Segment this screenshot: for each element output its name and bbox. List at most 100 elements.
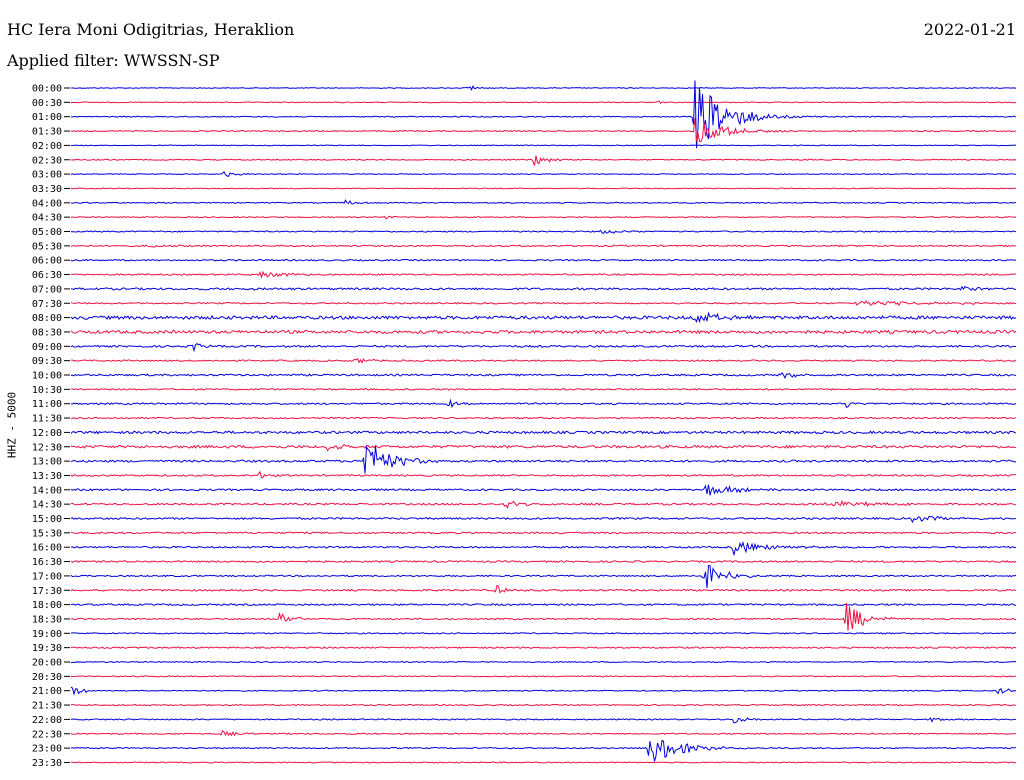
row-time-label: 00:00: [32, 84, 62, 95]
row-time-label: 23:00: [32, 744, 62, 755]
row-time-label: 21:00: [32, 686, 62, 697]
seismic-trace: [70, 215, 1017, 220]
seismic-trace: [70, 603, 1017, 607]
row-time-label: 22:00: [32, 715, 62, 726]
seismic-trace: [70, 584, 1017, 594]
seismic-trace: [70, 416, 1017, 420]
row-time-label: 18:00: [32, 600, 62, 611]
seismic-trace: [70, 443, 1017, 452]
row-time-label: 17:00: [32, 571, 62, 582]
seismic-trace: [70, 632, 1017, 635]
date-label: 2022-01-21: [923, 20, 1016, 39]
row-time-label: 01:00: [32, 112, 62, 123]
seismic-trace: [70, 603, 1017, 631]
seismic-trace: [70, 229, 1017, 235]
row-time-label: 17:30: [32, 586, 62, 597]
row-time-label: 13:00: [32, 457, 62, 468]
seismic-trace: [70, 703, 1017, 707]
row-time-label: 05:30: [32, 241, 62, 252]
row-time-label: 18:30: [32, 614, 62, 625]
filter-label: Applied filter: WWSSN-SP: [7, 51, 220, 70]
row-time-label: 06:30: [32, 270, 62, 281]
row-time-label: 05:00: [32, 227, 62, 238]
row-time-label: 14:30: [32, 500, 62, 511]
seismic-trace: [70, 329, 1017, 335]
seismic-trace: [70, 144, 1017, 147]
row-time-label: 02:00: [32, 141, 62, 152]
seismic-trace: [70, 398, 1017, 409]
row-time-label: 04:00: [32, 198, 62, 209]
seismic-trace: [70, 499, 1017, 509]
row-time-label: 00:30: [32, 98, 62, 109]
row-time-label: 20:00: [32, 658, 62, 669]
seismic-trace: [70, 311, 1017, 324]
seismic-trace: [71, 660, 1017, 664]
row-time-label: 19:30: [32, 643, 62, 654]
seismic-trace: [70, 372, 1017, 380]
seismic-trace: [70, 716, 1017, 724]
row-time-label: 02:30: [32, 155, 62, 166]
row-time-label: 15:00: [32, 514, 62, 525]
row-time-label: 14:00: [32, 485, 62, 496]
seismic-trace: [70, 199, 1017, 205]
station-title: HC Iera Moni Odigitrias, Heraklion: [7, 20, 295, 39]
seismic-trace: [70, 388, 1017, 391]
seismic-trace: [70, 675, 1017, 678]
seismic-trace: [70, 560, 1017, 564]
seismic-trace: [70, 300, 1017, 307]
row-time-label: 21:30: [32, 701, 62, 712]
row-time-label: 03:00: [32, 170, 62, 181]
row-time-label: 11:00: [32, 399, 62, 410]
seismic-trace: [70, 80, 1017, 149]
seismic-trace: [70, 515, 1017, 524]
seismic-trace: [70, 270, 1017, 279]
row-time-label: 19:00: [32, 629, 62, 640]
seismic-trace: [70, 730, 1017, 737]
row-time-label: 15:30: [32, 528, 62, 539]
row-time-label: 12:00: [32, 428, 62, 439]
seismic-trace: [70, 761, 1017, 764]
seismic-trace: [70, 470, 1016, 479]
row-time-label: 16:00: [32, 543, 62, 554]
seismic-trace: [70, 85, 1017, 91]
row-time-label: 11:30: [32, 414, 62, 425]
seismic-trace: [70, 686, 1017, 696]
seismic-trace: [70, 565, 1017, 589]
row-time-label: 07:00: [32, 284, 62, 295]
row-time-label: 09:00: [32, 342, 62, 353]
row-time-label: 06:00: [32, 256, 62, 267]
seismic-trace: [70, 244, 1017, 248]
row-time-label: 07:30: [32, 299, 62, 310]
seismic-trace: [70, 739, 1017, 762]
row-time-label: 10:30: [32, 385, 62, 396]
row-time-label: 10:00: [32, 371, 62, 382]
seismic-trace: [70, 117, 1017, 143]
row-time-label: 09:30: [32, 356, 62, 367]
row-time-label: 01:30: [32, 127, 62, 138]
seismic-trace: [70, 484, 1017, 496]
seismic-trace: [70, 258, 1017, 262]
seismic-trace: [70, 541, 1017, 556]
seismic-trace: [70, 171, 1017, 177]
row-time-label: 13:30: [32, 471, 62, 482]
seismic-trace: [70, 430, 1017, 435]
row-time-label: 03:30: [32, 184, 62, 195]
row-time-label: 08:00: [32, 313, 62, 324]
row-time-label: 12:30: [32, 442, 62, 453]
seismic-trace: [70, 531, 1017, 535]
seismic-trace: [70, 357, 1017, 364]
row-time-label: 23:30: [32, 758, 62, 769]
seismic-trace: [70, 155, 1017, 166]
row-time-label: 08:30: [32, 327, 62, 338]
seismic-trace: [70, 445, 1017, 474]
seismic-trace: [70, 187, 1017, 190]
row-time-label: 16:30: [32, 557, 62, 568]
seismic-trace: [70, 343, 1017, 353]
seismic-trace: [70, 646, 1017, 649]
row-time-label: 04:30: [32, 213, 62, 224]
seismic-trace: [70, 285, 1017, 292]
seismic-trace: [70, 100, 1017, 105]
row-time-label: 22:30: [32, 729, 62, 740]
row-time-label: 20:30: [32, 672, 62, 683]
